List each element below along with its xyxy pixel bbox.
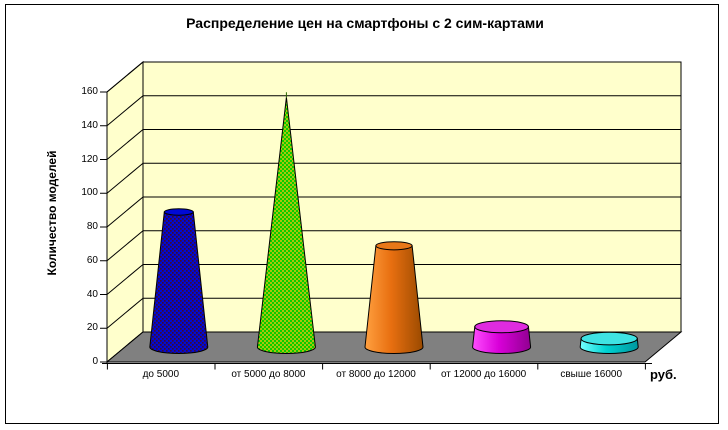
- y-axis-tick-label: 20: [86, 322, 98, 334]
- x-axis-category-label: от 8000 до 12000: [336, 369, 416, 380]
- y-axis-tick-label: 60: [86, 254, 98, 266]
- cone-bar: [256, 97, 316, 354]
- y-axis-tick-label: 40: [86, 288, 98, 300]
- cone-top: [580, 331, 638, 346]
- side-wall-gridline: [106, 196, 144, 228]
- x-axis-category-label: свыше 16000: [560, 369, 623, 380]
- cone-top: [375, 241, 413, 251]
- chart-title: Распределение цен на смартфоны с 2 сим-к…: [186, 15, 544, 31]
- side-wall-gridline: [106, 230, 144, 262]
- side-wall-gridline: [106, 129, 144, 160]
- side-wall-gridline: [106, 162, 144, 194]
- y-axis-tick-label: 140: [81, 119, 98, 131]
- y-axis-tick-label: 100: [81, 187, 98, 199]
- x-axis-title: руб.: [650, 367, 677, 382]
- y-axis-tick-label: 0: [92, 356, 98, 367]
- side-wall-gridline: [106, 297, 144, 329]
- x-axis-category-label: от 5000 до 8000: [231, 369, 306, 380]
- y-axis-tick-label: 160: [81, 86, 98, 97]
- x-axis-category-label: от 12000 до 16000: [440, 369, 527, 380]
- cone-bar: [472, 326, 532, 354]
- cone-top: [163, 208, 194, 216]
- cone-top: [474, 320, 529, 334]
- y-axis-tick-label: 80: [86, 221, 98, 232]
- y-axis-title: Количество моделей: [45, 150, 59, 276]
- cone-bar: [149, 211, 209, 354]
- cone-bar: [364, 245, 424, 354]
- x-axis-category-label: до 5000: [142, 369, 179, 380]
- side-wall-gridline: [106, 61, 144, 93]
- y-axis-tick-label: 120: [81, 153, 98, 165]
- side-wall-gridline: [106, 264, 144, 295]
- side-wall-gridline: [106, 95, 144, 127]
